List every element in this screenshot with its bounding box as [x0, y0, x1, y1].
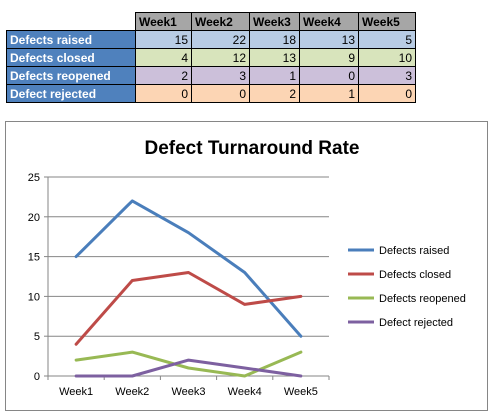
- header-week3: Week3: [249, 12, 300, 31]
- corner-cell: [6, 12, 136, 31]
- header-week4: Week4: [299, 12, 359, 31]
- y-tick-label: 5: [34, 331, 40, 343]
- row-label: Defect rejected: [6, 84, 136, 103]
- x-tick-label: Week2: [115, 386, 149, 398]
- table-row: Defect rejected 0 0 2 1 0: [6, 84, 416, 103]
- x-tick-label: Week1: [59, 386, 93, 398]
- data-table: Week1 Week2 Week3 Week4 Week5 Defects ra…: [6, 12, 416, 103]
- row-label: Defects raised: [6, 30, 136, 49]
- series-lines: [74, 199, 303, 378]
- y-tick-label: 15: [28, 252, 40, 264]
- series-line-defects-raised: [74, 199, 303, 338]
- table-cell: 9: [299, 48, 359, 67]
- legend-label: Defect rejected: [379, 317, 453, 329]
- chart-area: Defect Turnaround Rate 0 5 10 15 20 25 Week1 We…: [5, 121, 488, 411]
- x-tick-label: Week3: [171, 386, 205, 398]
- table-cell: 3: [358, 66, 416, 85]
- legend-label: Defects reopened: [379, 293, 466, 305]
- table-cell: 0: [191, 84, 250, 103]
- axes: 0 5 10 15 20 25 Week1 Week2 Week3 Week4 Week5: [28, 172, 330, 398]
- legend-label: Defects closed: [379, 269, 451, 281]
- table-cell: 1: [249, 66, 300, 85]
- table-cell: 1: [299, 84, 359, 103]
- header-week2: Week2: [191, 12, 250, 31]
- row-label: Defects closed: [6, 48, 136, 67]
- chart-title: Defect Turnaround Rate: [144, 138, 359, 159]
- table-cell: 4: [135, 48, 192, 67]
- table-cell: 3: [191, 66, 250, 85]
- table-cell: 10: [358, 48, 416, 67]
- row-label: Defects reopened: [6, 66, 136, 85]
- y-tick-label: 25: [28, 172, 40, 184]
- series-line-defects-closed: [74, 271, 303, 346]
- table-cell: 22: [191, 30, 250, 49]
- y-tick-label: 10: [28, 291, 40, 303]
- gridlines: [48, 176, 329, 377]
- header-week5: Week5: [358, 12, 416, 31]
- legend: Defects raised Defects closed Defects reop…: [348, 245, 466, 329]
- table-cell: 2: [135, 66, 192, 85]
- table-row: Defects closed 4 12 13 9 10: [6, 48, 416, 67]
- table-cell: 0: [299, 66, 359, 85]
- table-cell: 13: [299, 30, 359, 49]
- table-cell: 2: [249, 84, 300, 103]
- header-week1: Week1: [135, 12, 192, 31]
- table-cell: 0: [135, 84, 192, 103]
- legend-label: Defects raised: [379, 245, 449, 257]
- series-line-defects-reopened: [74, 350, 303, 378]
- series-line-defect-rejected: [74, 358, 303, 378]
- table-cell: 5: [358, 30, 416, 49]
- table-cell: 15: [135, 30, 192, 49]
- table-row: Defects raised 15 22 18 13 5: [6, 30, 416, 49]
- table-cell: 12: [191, 48, 250, 67]
- line-chart: Defect Turnaround Rate 0 5 10 15 20 25 Week1 We…: [28, 138, 466, 398]
- table-cell: 18: [249, 30, 300, 49]
- x-tick-label: Week4: [228, 386, 262, 398]
- y-tick-label: 0: [34, 371, 40, 383]
- x-tick-label: Week5: [284, 386, 318, 398]
- y-tick-label: 20: [28, 212, 40, 224]
- table-cell: 0: [358, 84, 416, 103]
- table-cell: 13: [249, 48, 300, 67]
- table-row: Defects reopened 2 3 1 0 3: [6, 66, 416, 85]
- header-row: Week1 Week2 Week3 Week4 Week5: [6, 12, 416, 31]
